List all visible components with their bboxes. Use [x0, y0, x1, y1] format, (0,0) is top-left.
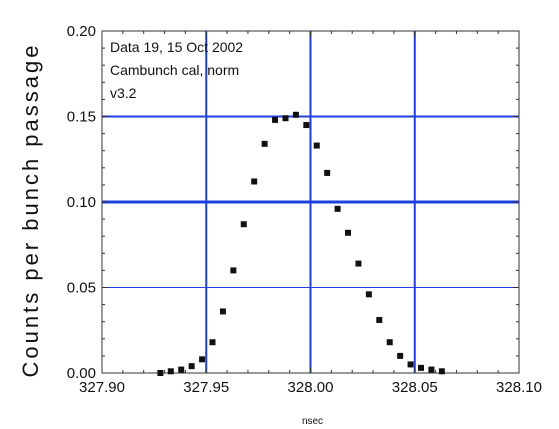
guide-lines: [102, 31, 519, 373]
data-point: [282, 115, 289, 122]
x-tick-label: 328.00: [288, 379, 334, 396]
data-point: [345, 229, 352, 236]
y-tick-label: 0.20: [67, 23, 96, 40]
x-tick-label: 328.10: [496, 379, 542, 396]
data-point: [178, 366, 185, 373]
data-point: [188, 363, 195, 370]
x-axis-label: nsec: [302, 416, 323, 427]
y-axis-label: Counts per bunch passage: [18, 43, 43, 378]
data-point: [407, 361, 414, 368]
data-point: [157, 370, 164, 376]
data-point: [292, 111, 299, 118]
annotation-block: Data 19, 15 Oct 2002 Cambunch cal, norm …: [110, 39, 243, 101]
data-point: [334, 205, 341, 212]
data-point: [167, 368, 174, 375]
y-tick-label: 0.10: [67, 194, 96, 211]
data-point: [209, 339, 216, 346]
data-point: [251, 178, 258, 185]
data-point: [230, 267, 237, 274]
axis-ticks: [101, 30, 520, 374]
annotation-line-2: Cambunch cal, norm: [110, 62, 239, 78]
y-tick-label: 0.05: [67, 280, 96, 297]
tick-labels: 327.90 327.95 328.00 328.05 328.10 0.00 0.05 0.…: [67, 23, 542, 396]
data-point: [386, 339, 393, 346]
data-point: [355, 260, 362, 267]
data-point: [418, 364, 425, 371]
data-point: [240, 221, 247, 228]
data-point: [438, 368, 445, 375]
data-point: [313, 142, 320, 149]
y-tick-label: 0.15: [67, 109, 96, 126]
data-points: [157, 111, 445, 376]
x-tick-label: 328.05: [392, 379, 438, 396]
y-tick-label: 0.00: [67, 365, 96, 382]
annotation-line-1: Data 19, 15 Oct 2002: [110, 39, 243, 55]
data-point: [397, 352, 404, 359]
data-point: [261, 140, 268, 147]
data-point: [324, 169, 331, 176]
x-tick-label: 327.95: [183, 379, 229, 396]
data-point: [376, 316, 383, 323]
x-tick-label: 327.90: [79, 379, 125, 396]
data-point: [428, 366, 435, 373]
annotation-line-3: v3.2: [110, 85, 137, 101]
data-point: [303, 122, 310, 129]
data-point: [219, 308, 226, 315]
data-point: [199, 356, 206, 363]
data-point: [365, 291, 372, 298]
data-point: [272, 116, 279, 123]
